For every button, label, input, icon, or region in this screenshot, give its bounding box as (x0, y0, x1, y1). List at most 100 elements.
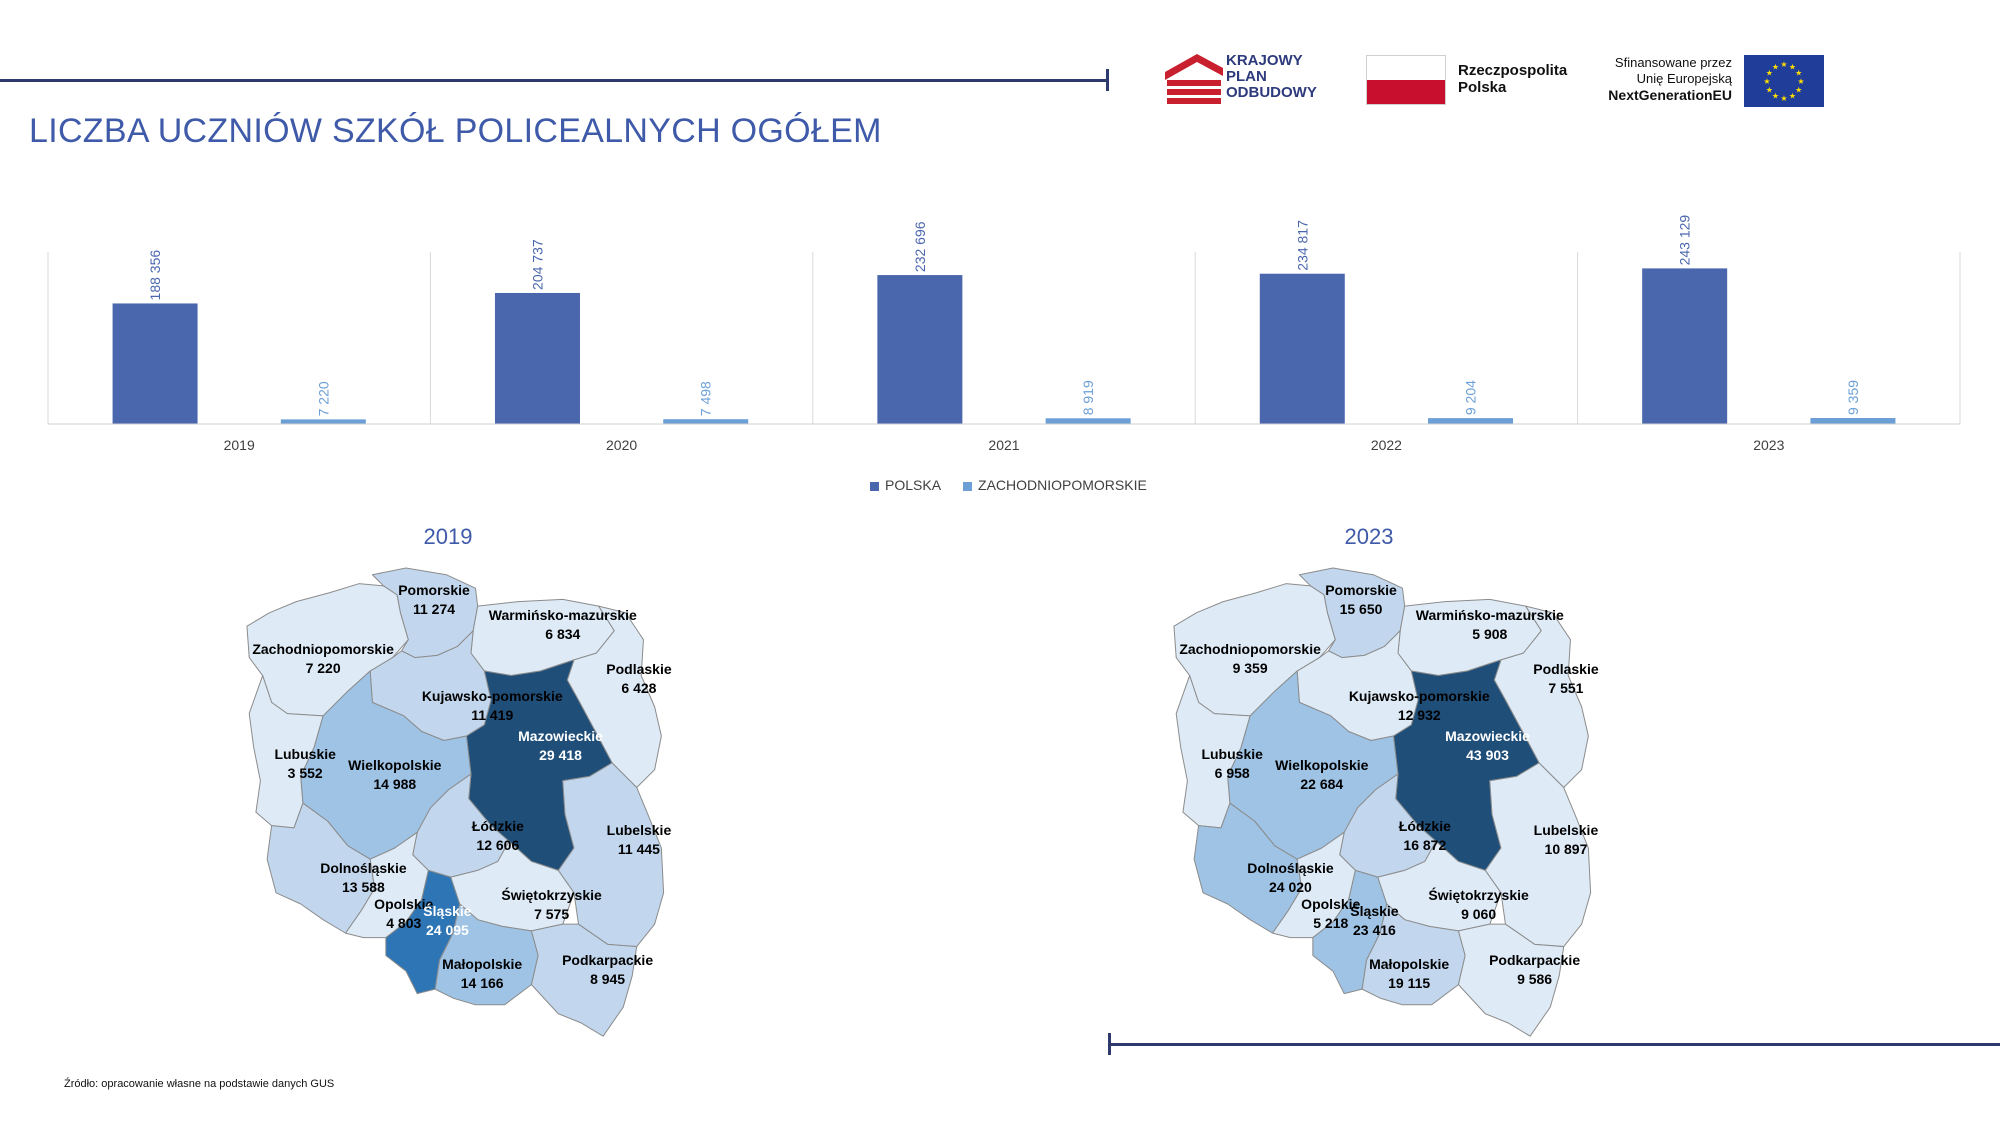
region-name: Lubuskie (1201, 745, 1263, 762)
region-label-pomorskie: Pomorskie 15 650 (1325, 581, 1397, 619)
region-value: 7 551 (1548, 679, 1584, 696)
eu-star-icon: ★ (1795, 86, 1802, 95)
region-name: Zachodniopomorskie (252, 640, 394, 657)
source-note: Źródło: opracowanie własne na podstawie … (64, 1078, 335, 1090)
bar-zachodniopomorskie (1428, 418, 1514, 424)
region-malopolskie (434, 903, 539, 1006)
region-value: 6 834 (545, 626, 581, 642)
region-malopolskie (1361, 903, 1466, 1006)
bar-polska (1642, 268, 1728, 424)
data-label: 9 204 (1463, 380, 1479, 415)
region-label-warminsko-mazurskie: Warmińsko-mazurskie 5 908 (1416, 606, 1564, 644)
region-label-mazowieckie: Mazowieckie 43 903 (1445, 727, 1530, 765)
region-label-kujawsko-pomorskie: Kujawsko-pomorskie 11 419 (422, 687, 563, 725)
region-name: Świętokrzyskie (501, 887, 602, 903)
data-label: 243 129 (1677, 215, 1693, 266)
region-label-malopolskie: Małopolskie 19 115 (1369, 955, 1449, 993)
region-label-pomorskie: Pomorskie 11 274 (398, 581, 470, 619)
eu-flag-icon: ★ ★ ★ ★ ★ ★ ★ ★ ★ ★ ★ ★ (1744, 55, 1824, 107)
region-name: Opolskie (1301, 895, 1361, 912)
region-value: 22 684 (1300, 776, 1344, 793)
kpo-logo-icon (1165, 54, 1223, 104)
region-value: 7 220 (305, 659, 341, 676)
bar-polska (112, 303, 198, 424)
eu-star-icon: ★ (1766, 69, 1773, 78)
region-value: 11 419 (471, 706, 514, 723)
region-name: Mazowieckie (1445, 727, 1530, 744)
legend-label-polska: POLSKA (885, 477, 942, 493)
region-value: 9 359 (1232, 659, 1268, 676)
region-label-lubelskie: Lubelskie 10 897 (1534, 821, 1599, 859)
region-value: 43 903 (1466, 746, 1509, 763)
region-name: Lubelskie (606, 822, 672, 839)
region-name: Śląskie (423, 902, 472, 919)
region-value: 4 803 (386, 914, 422, 931)
bar-zachodniopomorskie (663, 419, 749, 424)
region-label-wielkopolskie: Wielkopolskie 14 988 (348, 756, 441, 794)
region-value: 29 418 (539, 746, 582, 763)
bar-zachodniopomorskie (280, 419, 366, 424)
eu-line: NextGenerationEU (1608, 87, 1732, 103)
region-label-slaskie: Śląskie 23 416 (1350, 902, 1398, 940)
region-name: Dolnośląskie (320, 860, 407, 877)
region-value: 8 945 (590, 970, 626, 987)
bar-polska (494, 292, 580, 424)
map-title-2019: 2019 (423, 524, 473, 549)
region-label-kujawsko-pomorskie: Kujawsko-pomorskie 12 932 (1349, 687, 1490, 725)
region-value: 15 650 (1339, 601, 1383, 618)
region-name: Podkarpackie (1489, 951, 1581, 968)
region-value: 12 606 (476, 836, 520, 853)
data-label: 8 919 (1080, 380, 1096, 415)
region-label-opolskie: Opolskie 5 218 (1301, 895, 1360, 933)
region-label-lubuskie: Lubuskie 6 958 (1201, 745, 1262, 783)
region-name: Warmińsko-mazurskie (1415, 607, 1564, 623)
bar-zachodniopomorskie (1045, 418, 1131, 424)
choropleth-map-2019: Pomorskie 11 274 Warmińsko-mazurskie 6 834 Z… (230, 560, 750, 1040)
region-value: 24 095 (426, 921, 469, 938)
map-title-2023: 2023 (1344, 524, 1394, 549)
region-label-swietokrzyskie: Świętokrzyskie 9 060 (1428, 886, 1528, 924)
eu-line: Unię Europejską (1636, 71, 1732, 86)
region-label-wielkopolskie: Wielkopolskie 22 684 (1275, 756, 1368, 794)
eu-star-icon: ★ (1789, 62, 1796, 71)
region-name: Mazowieckie (518, 727, 603, 744)
region-value: 9 586 (1517, 970, 1553, 987)
eu-star-icon: ★ (1780, 60, 1787, 69)
page-title: LICZBA UCZNIÓW SZKÓŁ POLICEALNYCH OGÓŁEM (29, 112, 882, 150)
region-name: Łódzkie (1398, 817, 1451, 834)
region-value: 5 218 (1313, 914, 1349, 931)
region-label-mazowieckie: Mazowieckie 29 418 (518, 727, 603, 765)
region-value: 13 588 (342, 879, 385, 896)
region-label-warminsko-mazurskie: Warmińsko-mazurskie 6 834 (489, 606, 637, 644)
region-value: 12 932 (1397, 706, 1441, 723)
region-name: Opolskie (374, 895, 434, 912)
region-name: Zachodniopomorskie (1179, 640, 1321, 657)
kpo-logo-text: KRAJOWY PLAN ODBUDOWY (1226, 53, 1317, 101)
region-value: 16 872 (1403, 836, 1447, 853)
region-value: 10 897 (1544, 841, 1588, 858)
bottom-rule-cap (1108, 1033, 1111, 1055)
bar-polska (877, 275, 963, 424)
rp-logo-text: Rzeczpospolita Polska (1458, 62, 1567, 96)
region-value: 3 552 (287, 764, 323, 781)
region-label-podkarpackie: Podkarpackie 8 945 (562, 951, 653, 989)
region-value: 14 166 (460, 975, 504, 992)
region-label-slaskie: Śląskie 24 095 (423, 902, 471, 940)
x-tick-label: 2023 (1753, 437, 1784, 453)
region-name: Dolnośląskie (1247, 860, 1334, 877)
region-value: 6 958 (1214, 764, 1250, 781)
rp-line: Polska (1458, 79, 1507, 96)
region-value: 14 988 (373, 776, 417, 793)
region-label-podkarpackie: Podkarpackie 9 586 (1489, 951, 1580, 989)
eu-logo-text: Sfinansowane przez Unię Europejską NextG… (1580, 55, 1732, 103)
eu-star-icon: ★ (1795, 69, 1802, 78)
eu-line: Sfinansowane przez (1614, 55, 1732, 70)
region-name: Wielkopolskie (348, 757, 442, 774)
region-label-dolnoslaskie: Dolnośląskie 13 588 (320, 859, 406, 897)
region-value: 7 575 (534, 906, 570, 922)
region-label-malopolskie: Małopolskie 14 166 (442, 955, 522, 993)
region-name: Podkarpackie (562, 951, 654, 968)
region-value: 23 416 (1353, 921, 1396, 938)
region-name: Świętokrzyskie (1428, 887, 1529, 903)
region-name: Pomorskie (1325, 582, 1397, 599)
